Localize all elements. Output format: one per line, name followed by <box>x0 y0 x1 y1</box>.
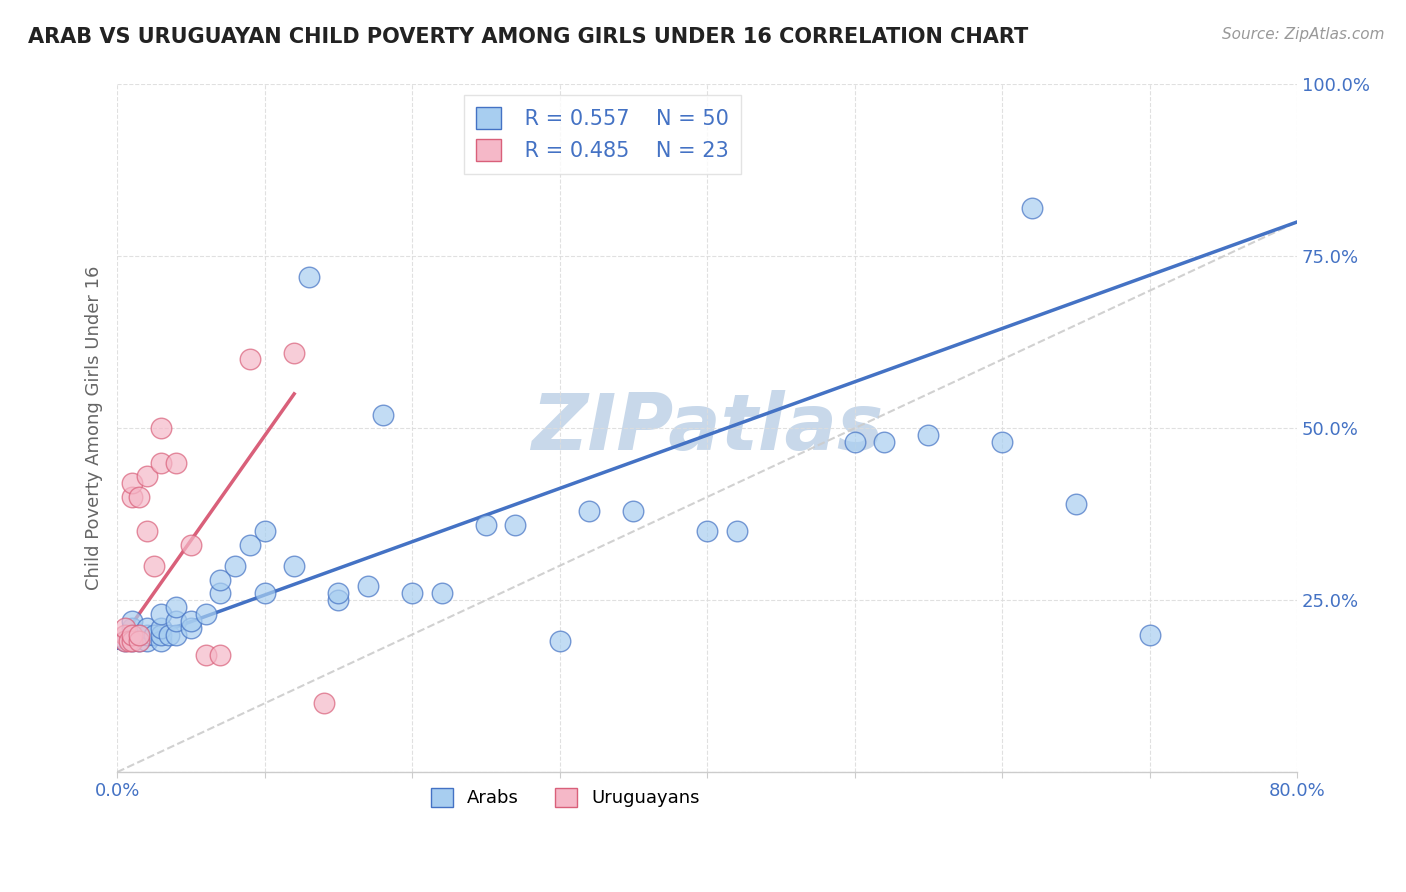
Point <box>844 435 866 450</box>
Text: ARAB VS URUGUAYAN CHILD POVERTY AMONG GIRLS UNDER 16 CORRELATION CHART: ARAB VS URUGUAYAN CHILD POVERTY AMONG GI… <box>28 27 1028 46</box>
Point <box>128 627 150 641</box>
Legend: Arabs, Uruguayans: Arabs, Uruguayans <box>425 780 707 814</box>
Point <box>253 524 276 539</box>
Point <box>114 634 136 648</box>
Point <box>121 614 143 628</box>
Point <box>114 627 136 641</box>
Point <box>128 634 150 648</box>
Point <box>209 573 232 587</box>
Point <box>298 270 321 285</box>
Point <box>209 648 232 663</box>
Point <box>128 627 150 641</box>
Point <box>725 524 748 539</box>
Point <box>505 517 527 532</box>
Point <box>475 517 498 532</box>
Point <box>180 614 202 628</box>
Point <box>873 435 896 450</box>
Point <box>128 490 150 504</box>
Point <box>118 634 141 648</box>
Point <box>143 558 166 573</box>
Point <box>135 627 157 641</box>
Point <box>121 634 143 648</box>
Point <box>121 621 143 635</box>
Point <box>621 504 644 518</box>
Text: Source: ZipAtlas.com: Source: ZipAtlas.com <box>1222 27 1385 42</box>
Point <box>121 476 143 491</box>
Point <box>165 456 187 470</box>
Point <box>180 621 202 635</box>
Point <box>991 435 1014 450</box>
Point <box>143 627 166 641</box>
Point <box>430 586 453 600</box>
Point <box>283 558 305 573</box>
Point <box>150 627 173 641</box>
Point <box>157 627 180 641</box>
Point <box>283 345 305 359</box>
Point <box>312 696 335 710</box>
Point <box>121 490 143 504</box>
Point <box>328 593 350 607</box>
Point <box>1139 627 1161 641</box>
Point <box>1021 201 1043 215</box>
Point <box>239 538 262 552</box>
Point <box>135 524 157 539</box>
Point <box>121 627 143 641</box>
Point <box>180 538 202 552</box>
Point <box>1064 497 1087 511</box>
Point <box>165 627 187 641</box>
Text: ZIPatlas: ZIPatlas <box>531 391 883 467</box>
Point <box>150 421 173 435</box>
Point <box>253 586 276 600</box>
Point <box>165 614 187 628</box>
Point <box>194 648 217 663</box>
Point <box>135 621 157 635</box>
Point <box>371 408 394 422</box>
Point <box>150 607 173 621</box>
Point <box>121 627 143 641</box>
Point <box>135 634 157 648</box>
Point <box>165 600 187 615</box>
Point <box>328 586 350 600</box>
Point <box>114 634 136 648</box>
Point <box>114 621 136 635</box>
Point <box>224 558 246 573</box>
Point <box>696 524 718 539</box>
Y-axis label: Child Poverty Among Girls Under 16: Child Poverty Among Girls Under 16 <box>86 266 103 591</box>
Point <box>917 428 939 442</box>
Point <box>194 607 217 621</box>
Point <box>121 634 143 648</box>
Point <box>150 456 173 470</box>
Point <box>578 504 600 518</box>
Point <box>150 621 173 635</box>
Point <box>401 586 423 600</box>
Point <box>548 634 571 648</box>
Point <box>150 634 173 648</box>
Point <box>128 634 150 648</box>
Point <box>239 352 262 367</box>
Point <box>357 579 380 593</box>
Point <box>209 586 232 600</box>
Point <box>135 469 157 483</box>
